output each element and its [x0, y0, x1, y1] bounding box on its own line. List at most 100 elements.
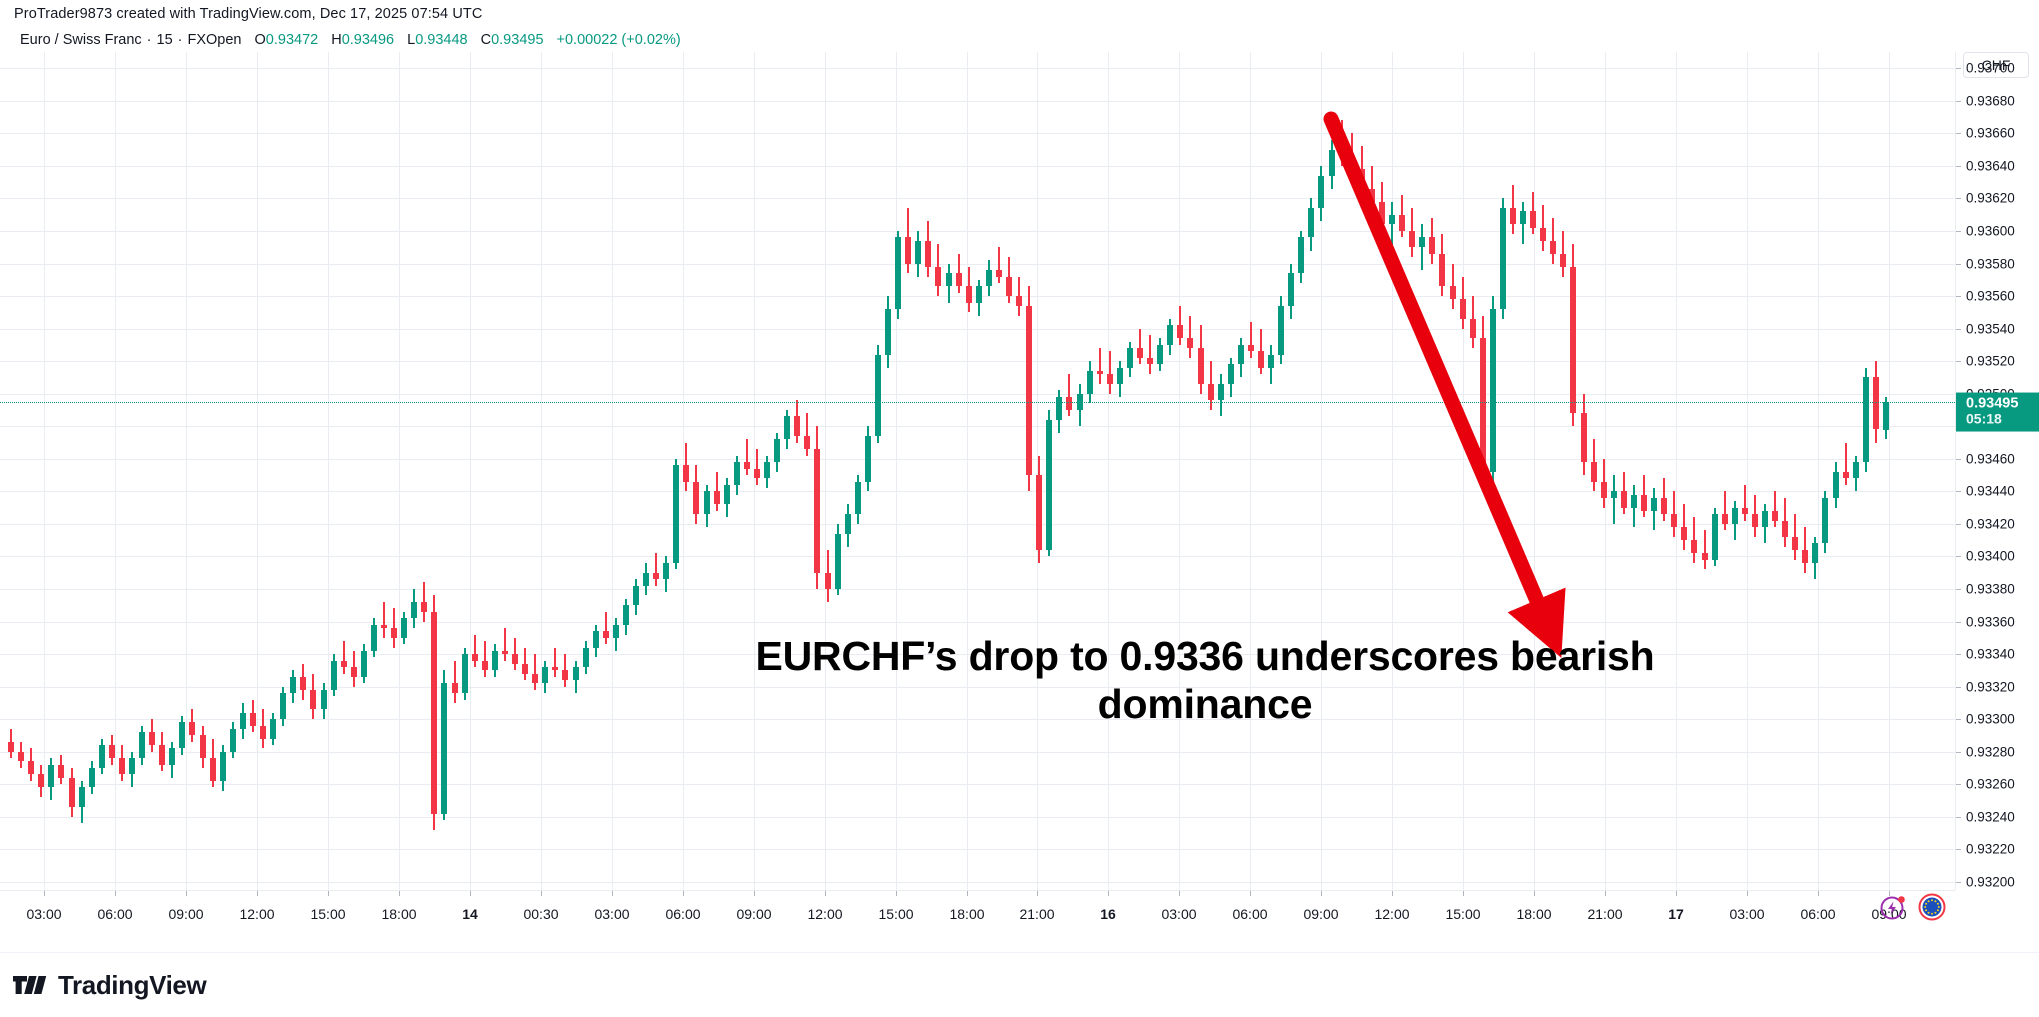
time-tick-mark — [1676, 891, 1677, 896]
candlestick-bar — [522, 52, 529, 890]
candle-body — [1489, 309, 1496, 472]
gridline-horizontal — [0, 264, 1955, 265]
candlestick-bar — [885, 52, 892, 890]
candlestick-bar — [945, 52, 952, 890]
candlestick-bar — [653, 52, 660, 890]
candle-body — [602, 631, 609, 638]
candle-wick — [473, 634, 476, 668]
candlestick-bar — [562, 52, 569, 890]
time-tick-mark — [541, 891, 542, 896]
candlestick-bar — [1882, 52, 1889, 890]
legend-open-value: 0.93472 — [265, 32, 319, 48]
gridline-horizontal — [0, 654, 1955, 655]
time-tick-mark — [1392, 891, 1393, 896]
price-axis[interactable]: CHF 0.93700 0.93680 0.93660 0.93640 0.93620 0… — [1955, 52, 2039, 890]
candlestick-bar — [471, 52, 478, 890]
candle-body — [1278, 305, 1285, 355]
candle-wick — [1139, 328, 1142, 365]
candlestick-bar — [1157, 52, 1164, 890]
candle-body — [209, 758, 216, 781]
candlestick-bar — [1288, 52, 1295, 890]
candlestick-bar — [310, 52, 317, 890]
price-tick-mark — [1956, 361, 1961, 363]
candle-body — [753, 468, 760, 479]
time-tick-mark — [328, 891, 329, 896]
candlestick-bar — [854, 52, 861, 890]
footer-bar: TradingView — [0, 952, 2039, 1017]
price-tick-label: 0.93320 — [1966, 679, 2015, 695]
price-tick-mark — [1956, 296, 1961, 298]
candle-body — [1429, 237, 1436, 254]
price-tick-label: 0.93220 — [1966, 841, 2015, 857]
candle-body — [290, 676, 297, 694]
candle-body — [199, 735, 206, 759]
candlestick-bar — [260, 52, 267, 890]
candle-body — [774, 439, 781, 463]
candle-body — [118, 758, 125, 775]
candlestick-bar — [753, 52, 760, 890]
gridline-vertical — [1037, 52, 1038, 890]
gridline-horizontal — [0, 166, 1955, 167]
candlestick-bar — [290, 52, 297, 890]
candle-body — [935, 266, 942, 287]
time-tick-mark — [1250, 891, 1251, 896]
candlestick-bar — [1540, 52, 1547, 890]
time-tick-label: 06:00 — [665, 906, 701, 922]
candle-wick — [1612, 475, 1615, 524]
price-tick-mark — [1956, 263, 1961, 265]
candlestick-bar — [431, 52, 438, 890]
candlestick-bar — [1419, 52, 1426, 890]
candle-wick — [1844, 442, 1847, 485]
candle-body — [1469, 318, 1476, 339]
candle-body — [1116, 367, 1123, 384]
legend-symbol[interactable]: Euro / Swiss Franc — [20, 32, 142, 48]
legend-interval[interactable]: 15 — [156, 32, 173, 48]
price-tick-mark — [1956, 881, 1961, 883]
candlestick-bar — [1792, 52, 1799, 890]
currency-badge[interactable]: CHF — [1963, 52, 2029, 78]
candlestick-bar — [199, 52, 206, 890]
gridline-vertical — [399, 52, 400, 890]
candlestick-bar — [1358, 52, 1365, 890]
tradingview-logo[interactable]: TradingView — [13, 970, 207, 1001]
candle-wick — [393, 608, 396, 648]
gridline-horizontal — [0, 68, 1955, 69]
candlestick-bar — [401, 52, 408, 890]
price-tick-mark — [1956, 523, 1961, 525]
candlestick-bar — [98, 52, 105, 890]
candlestick-bar — [864, 52, 871, 890]
candle-wick — [1340, 120, 1343, 166]
candle-body — [129, 758, 135, 775]
candle-wick — [806, 413, 809, 456]
candlestick-bar — [1681, 52, 1688, 890]
eu-flag-icon[interactable] — [1917, 892, 1947, 922]
candlestick-bar — [814, 52, 821, 890]
candle-body — [8, 741, 15, 752]
time-tick-label: 09:00 — [736, 906, 772, 922]
legend-dot-2: · — [177, 32, 183, 48]
candle-wick — [1673, 491, 1676, 537]
time-tick-mark — [1463, 891, 1464, 896]
attribution-text: ProTrader9873 created with TradingView.c… — [14, 6, 483, 22]
candle-wick — [1189, 315, 1192, 358]
price-tick-label: 0.93580 — [1966, 256, 2015, 272]
lightning-bolt-icon[interactable] — [1878, 892, 1908, 922]
candlestick-bar — [209, 52, 216, 890]
candlestick-bar — [804, 52, 811, 890]
gridline-horizontal — [0, 524, 1955, 525]
time-tick-mark — [1179, 891, 1180, 896]
candle-body — [985, 270, 992, 287]
gridline-vertical — [825, 52, 826, 890]
candle-wick — [1068, 374, 1071, 417]
price-tick-mark — [1956, 654, 1961, 656]
time-axis[interactable]: 03:00 06:00 09:00 12:00 15:00 18:00 14 00:30 03:… — [0, 890, 1955, 952]
candle-body — [975, 286, 982, 303]
candlestick-bar — [673, 52, 680, 890]
candlestick-bar — [1096, 52, 1103, 890]
candlestick-bar — [219, 52, 226, 890]
candlestick-bar — [1409, 52, 1416, 890]
chart-plot-area[interactable] — [0, 52, 1955, 890]
candlestick-bar — [582, 52, 589, 890]
candle-body — [965, 286, 972, 303]
candlestick-bar — [643, 52, 650, 890]
